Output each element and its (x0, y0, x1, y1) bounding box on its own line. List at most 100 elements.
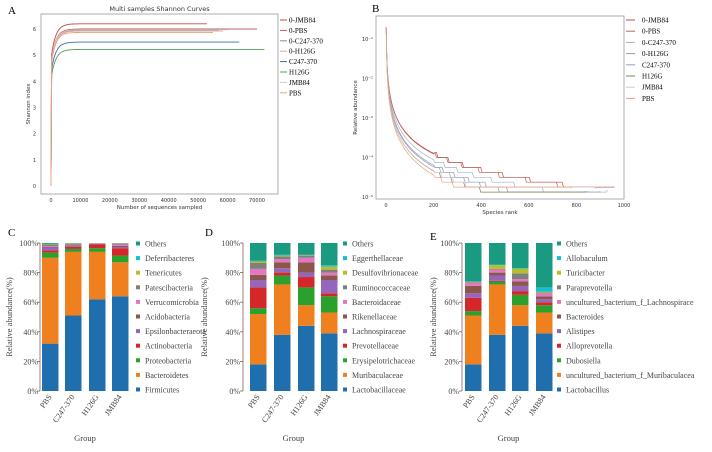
legend-swatch (136, 343, 140, 348)
legend-swatch (136, 299, 140, 304)
bar-segment (465, 315, 482, 365)
panel-label: A (8, 5, 16, 17)
bar-segment (321, 243, 338, 266)
y-tick-label: 80% (225, 269, 240, 278)
bar-segment (536, 312, 553, 334)
bar-segment (298, 305, 315, 326)
legend-label: JMB84 (642, 84, 663, 92)
legend-label: Bacteroidaceae (352, 298, 401, 307)
bar-segment (250, 308, 267, 315)
y-tick-label: 10⁻⁵ (362, 195, 373, 201)
legend-swatch (343, 256, 347, 261)
bar-segment (42, 247, 59, 251)
legend-label: Tenericutes (145, 269, 182, 278)
bar-segment (298, 262, 315, 273)
legend-label: PBS (642, 95, 655, 103)
legend-swatch (557, 299, 561, 304)
bar-segment (465, 364, 482, 391)
bar-segment (274, 284, 291, 335)
legend-label: Bacteroides (566, 313, 604, 322)
y-tick-label: 1 (33, 158, 36, 164)
bar-segment (489, 269, 506, 273)
legend-label: Others (566, 240, 587, 249)
bar-segment (250, 268, 267, 275)
y-tick-label: 5 (33, 53, 36, 59)
bar-segment (512, 291, 529, 295)
legend-label: C247-370 (289, 58, 318, 66)
y-tick-label: 40% (444, 328, 459, 337)
x-axis-label: Group (498, 433, 520, 443)
bar-segment (465, 282, 482, 286)
x-tick-label: 40000 (161, 198, 177, 204)
x-tick-label: JMB84 (103, 393, 124, 417)
legend-swatch (557, 387, 561, 392)
bar-segment (42, 257, 59, 344)
legend-label: Actinobacteria (145, 342, 193, 351)
legend-swatch (136, 270, 140, 275)
legend-label: Firmicutes (145, 386, 179, 395)
bar-segment (512, 243, 529, 269)
x-tick-label: 0 (384, 203, 387, 209)
bar-segment (274, 259, 291, 263)
bar-segment (489, 275, 506, 281)
y-tick-label: 60% (225, 298, 240, 307)
bar-segment (465, 293, 482, 298)
x-tick-label: 1000 (618, 203, 631, 209)
series-line (50, 29, 228, 186)
legend-label: Bacteroidetes (145, 371, 189, 380)
plot-frame (40, 13, 279, 195)
bar-segment (250, 274, 267, 280)
legend-swatch (557, 256, 561, 261)
legend-label: H126G (642, 73, 663, 81)
bar-segment (250, 287, 267, 309)
x-tick-label: C247-370 (51, 393, 77, 424)
legend-label: uncultured_bacterium_f_Lachnospirace (566, 298, 694, 307)
legend-swatch (557, 343, 561, 348)
legend-label: Patescibacteria (145, 283, 193, 292)
y-tick-label: 100% (221, 239, 240, 248)
stacked-bar-chart-C: 0% 20% 40% 60% 80% 100% Relative abundance(%) P… (4, 239, 206, 443)
legend-swatch (557, 329, 561, 334)
bar-segment (112, 296, 129, 391)
legend-label: 0-JMB84 (289, 17, 316, 25)
x-tick-label: 30000 (131, 198, 147, 204)
bar-segment (250, 243, 267, 261)
bar-segment (89, 244, 106, 249)
y-tick-label: 0 (33, 184, 36, 190)
bar-segment (321, 275, 338, 280)
bar-segment (89, 248, 106, 252)
bar-segment (112, 243, 129, 245)
bar-segment (42, 252, 59, 258)
bar-segment (489, 264, 506, 266)
y-axis-label: Relative abundance(%) (4, 277, 14, 357)
legend-label: Deferribacteres (145, 254, 194, 263)
legend-label: Acidobacteria (145, 313, 190, 322)
bar-segment (321, 296, 338, 313)
legend-label: 0-H126G (289, 48, 315, 56)
x-tick-label: H126G (503, 393, 524, 418)
legend-swatch (343, 329, 347, 334)
bar-segment (489, 265, 506, 269)
legend-swatch (343, 372, 347, 377)
legend-label: Alistipes (566, 327, 594, 336)
bar-segment (89, 299, 106, 391)
y-tick-label: 10⁻² (362, 77, 373, 83)
bar-segment (274, 334, 291, 391)
y-tick-label: 80% (444, 269, 459, 278)
legend-label: Paraprevotella (566, 283, 613, 292)
bar-segment (42, 243, 59, 244)
stacked-bar-chart-E: 0% 20% 40% 60% 80% 100% Relative abundance(%) P… (428, 239, 695, 443)
y-tick-label: 0% (448, 387, 459, 396)
bar-segment (298, 243, 315, 255)
series-line (50, 41, 240, 186)
bar-segment (489, 272, 506, 276)
y-axis-label: Relative abundance(%) (428, 277, 438, 357)
legend-label: Prevotellaceae (352, 342, 399, 351)
bar-segment (274, 275, 291, 285)
x-tick-label: PBS (461, 393, 477, 410)
x-axis-label: Group (74, 433, 96, 443)
bar-segment (465, 311, 482, 316)
x-tick-label: C247-370 (260, 393, 286, 424)
bar-segment (250, 261, 267, 263)
